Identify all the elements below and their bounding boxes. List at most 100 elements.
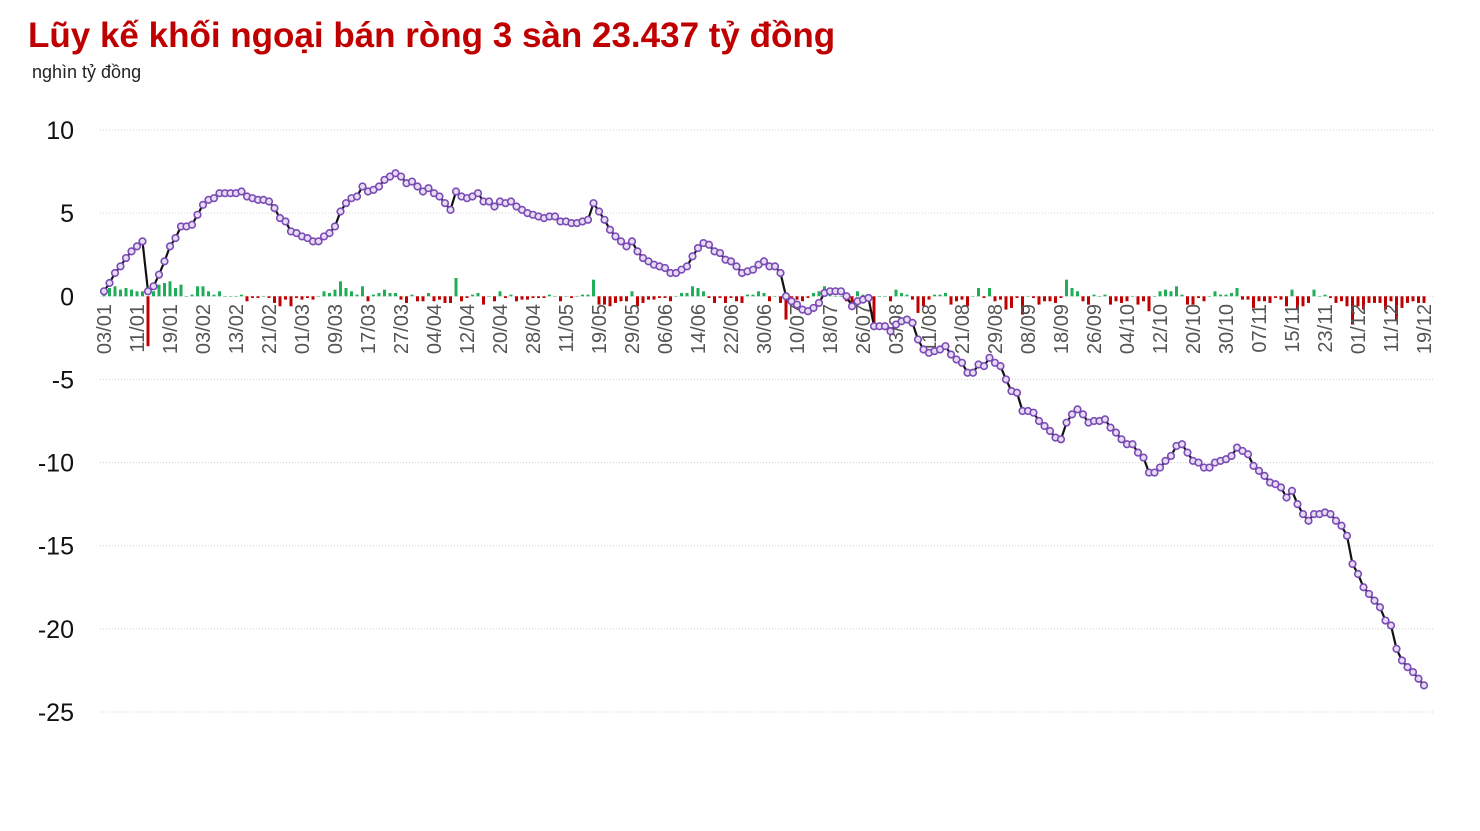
- line-marker: [237, 187, 246, 196]
- bar: [762, 292, 766, 297]
- x-tick-label: 19/01: [160, 304, 182, 354]
- line-marker: [1381, 616, 1390, 625]
- bar: [460, 296, 463, 302]
- x-tick-label: 12/04: [457, 304, 479, 354]
- x-tick-label: 07/11: [1249, 304, 1271, 353]
- line-marker: [193, 210, 202, 219]
- bar: [729, 296, 733, 298]
- line-marker: [1012, 388, 1022, 397]
- bar: [1087, 296, 1090, 305]
- line-marker: [946, 350, 956, 359]
- bar: [922, 296, 925, 307]
- line-marker: [138, 237, 147, 246]
- line-marker: [985, 353, 994, 362]
- line-marker: [1392, 644, 1401, 653]
- bar: [685, 292, 689, 297]
- bar: [735, 296, 738, 302]
- line-marker: [160, 257, 169, 266]
- bar: [1186, 296, 1189, 305]
- x-tick-label: 20/04: [490, 304, 512, 354]
- bar: [641, 296, 645, 303]
- line-marker: [1403, 663, 1412, 672]
- bar: [465, 296, 469, 298]
- bar: [581, 294, 584, 297]
- bar: [1268, 296, 1272, 303]
- bar: [306, 296, 309, 298]
- bar: [344, 287, 348, 297]
- bar: [548, 294, 551, 297]
- bar: [1257, 296, 1261, 302]
- bar: [361, 286, 364, 297]
- line-marker: [908, 318, 917, 327]
- line-marker: [1282, 493, 1291, 502]
- x-tick-label: 04/10: [1117, 304, 1139, 354]
- bar: [1054, 296, 1057, 303]
- bar: [630, 291, 634, 297]
- line-marker: [759, 257, 769, 266]
- x-tick-label: 27/03: [391, 304, 413, 354]
- x-tick-label: 21/08: [952, 304, 974, 354]
- line-marker: [682, 262, 692, 271]
- x-tick-label: 26/07: [853, 304, 875, 354]
- bar: [504, 296, 507, 298]
- bar: [773, 296, 777, 297]
- line-marker: [1419, 681, 1429, 690]
- line-marker: [1298, 510, 1308, 519]
- bar: [234, 296, 238, 297]
- bar: [647, 296, 650, 300]
- line-marker: [484, 197, 494, 206]
- bar: [988, 287, 991, 297]
- bar: [889, 296, 892, 302]
- bar: [1406, 296, 1409, 303]
- line-marker: [165, 242, 175, 251]
- bar: [724, 296, 727, 303]
- bar: [328, 292, 331, 297]
- line-marker: [748, 265, 758, 274]
- line-marker: [1150, 468, 1159, 477]
- bar: [894, 289, 898, 297]
- line-marker: [341, 199, 351, 208]
- x-tick-label: 17/03: [358, 304, 380, 354]
- bar: [1290, 289, 1294, 297]
- bar: [498, 291, 502, 297]
- bar: [537, 296, 540, 298]
- line-marker: [633, 247, 642, 256]
- bar: [625, 296, 628, 302]
- x-tick-label: 11/12: [1381, 304, 1403, 353]
- bar: [383, 289, 386, 297]
- bar: [713, 296, 716, 303]
- line-marker: [1375, 603, 1385, 612]
- bar: [168, 281, 172, 297]
- bar: [971, 296, 975, 297]
- bar: [157, 284, 161, 297]
- bar: [1224, 294, 1228, 297]
- bar: [1208, 296, 1211, 297]
- bar: [1296, 296, 1299, 310]
- line-marker: [209, 194, 219, 203]
- bar: [421, 296, 425, 302]
- bar: [416, 296, 419, 302]
- bar: [1411, 296, 1415, 302]
- bar: [636, 296, 639, 307]
- line-marker: [1243, 450, 1253, 459]
- bar: [223, 296, 227, 297]
- bar: [944, 292, 947, 297]
- line-marker: [1073, 405, 1082, 414]
- bar: [289, 296, 293, 307]
- bar: [438, 296, 441, 300]
- bar: [812, 292, 815, 297]
- line-marker: [1056, 435, 1066, 444]
- bar: [1098, 296, 1101, 297]
- bar: [608, 296, 612, 307]
- x-tick-label: 03/08: [886, 304, 908, 354]
- bar: [575, 296, 579, 297]
- line-marker: [171, 233, 180, 243]
- line-marker: [1029, 408, 1038, 417]
- bar: [1285, 296, 1288, 307]
- bar: [119, 289, 122, 297]
- bar: [1032, 296, 1035, 298]
- bar: [977, 287, 980, 297]
- x-tick-label: 23/11: [1315, 304, 1337, 353]
- bar: [515, 296, 518, 302]
- bar: [982, 296, 986, 298]
